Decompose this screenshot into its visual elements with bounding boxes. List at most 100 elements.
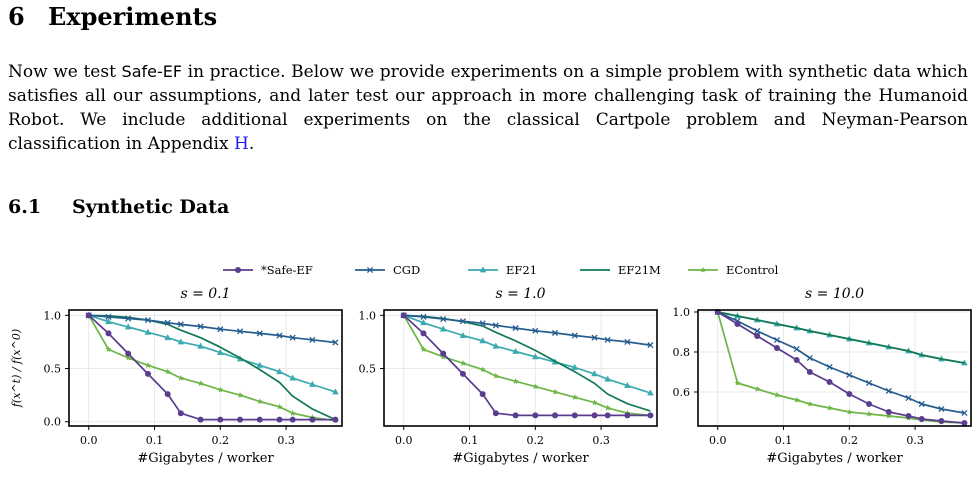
data-point-ef21 bbox=[459, 331, 467, 338]
data-point-cgd bbox=[177, 321, 184, 328]
y-tick-label: 1.0 bbox=[359, 309, 377, 322]
data-point-safe-ef bbox=[420, 330, 427, 337]
paragraph-text-end: . bbox=[248, 134, 255, 154]
x-tick-label: 0.0 bbox=[395, 434, 413, 447]
panel-1: 0.0 0.1 0.2 0.3 0.0 0.5 1.0 s = 0.1 #Gigabytes /… bbox=[44, 286, 343, 466]
data-point-safe-ef bbox=[604, 412, 611, 419]
x-tick-label: 0.2 bbox=[841, 434, 859, 447]
y-tick-label: 1.0 bbox=[44, 309, 62, 322]
data-point-econtrol bbox=[532, 383, 539, 390]
data-point-cgd bbox=[105, 313, 112, 320]
data-point-econtrol bbox=[492, 372, 499, 379]
data-point-safe-ef bbox=[400, 312, 407, 319]
data-point-econtrol bbox=[420, 346, 427, 353]
data-point-ef21 bbox=[105, 318, 112, 325]
method-name: Safe-EF bbox=[121, 62, 183, 81]
data-point-cgd bbox=[532, 327, 539, 334]
data-point-safe-ef bbox=[237, 416, 244, 423]
y-tick-label: 0.5 bbox=[359, 363, 377, 376]
data-point-safe-ef bbox=[647, 412, 654, 419]
data-point-econtrol bbox=[105, 346, 112, 353]
data-point-cgd bbox=[571, 332, 578, 339]
subsection-number: 6.1 bbox=[8, 196, 42, 218]
data-point-safe-ef bbox=[624, 412, 631, 419]
data-point-ef21 bbox=[420, 319, 427, 326]
legend-item-safe-ef: *Safe-EF bbox=[223, 263, 313, 277]
data-point-safe-ef bbox=[85, 312, 92, 319]
legend-label-safe-ef: *Safe-EF bbox=[261, 263, 313, 277]
data-point-econtrol bbox=[236, 391, 244, 398]
data-point-econtrol bbox=[177, 374, 184, 381]
intro-paragraph: Now we test Safe-EF in practice. Below w… bbox=[8, 60, 968, 156]
data-point-ef21 bbox=[332, 388, 339, 395]
data-point-cgd bbox=[591, 334, 598, 341]
y-tick-label: 0.5 bbox=[44, 363, 62, 376]
paragraph-text-2: in practice. Below we provide experiment… bbox=[8, 62, 968, 154]
data-point-ef21 bbox=[647, 389, 654, 396]
data-point-cgd bbox=[289, 334, 296, 341]
data-point-safe-ef bbox=[479, 391, 486, 398]
data-point-safe-ef bbox=[734, 321, 741, 327]
data-point-econtrol bbox=[551, 388, 559, 395]
data-point-econtrol bbox=[773, 391, 781, 398]
data-point-ef21 bbox=[144, 328, 152, 335]
series-line-cgd bbox=[403, 314, 651, 346]
data-point-cgd bbox=[125, 315, 132, 322]
data-point-econtrol bbox=[289, 409, 296, 416]
data-point-safe-ef bbox=[332, 416, 339, 423]
data-point-safe-ef bbox=[440, 350, 447, 357]
x-tick-label: 0.2 bbox=[527, 434, 545, 447]
legend-label-ef21m: EF21M bbox=[618, 263, 661, 277]
data-point-econtrol bbox=[734, 379, 741, 386]
data-point-cgd bbox=[885, 387, 892, 395]
data-point-safe-ef bbox=[773, 345, 780, 351]
data-point-econtrol bbox=[164, 368, 171, 375]
data-point-econtrol bbox=[793, 396, 800, 403]
data-point-econtrol bbox=[512, 378, 519, 384]
paragraph-text-1: Now we test bbox=[8, 62, 122, 82]
data-point-safe-ef bbox=[754, 333, 761, 339]
data-point-safe-ef bbox=[793, 357, 800, 363]
data-point-econtrol bbox=[571, 393, 578, 400]
data-point-econtrol bbox=[865, 410, 873, 417]
series-line-safe-ef bbox=[88, 314, 336, 421]
section-title: Experiments bbox=[48, 2, 218, 31]
x-tick-label: 0.1 bbox=[146, 434, 164, 447]
data-point-safe-ef bbox=[289, 416, 296, 423]
data-point-cgd bbox=[164, 319, 171, 326]
data-point-cgd bbox=[905, 394, 912, 402]
data-point-safe-ef bbox=[164, 391, 171, 398]
data-point-cgd bbox=[806, 354, 813, 362]
data-point-ef21 bbox=[492, 342, 500, 349]
subsection-title: Synthetic Data bbox=[72, 196, 230, 218]
data-point-safe-ef bbox=[276, 416, 283, 423]
x-tick-label: 0.1 bbox=[461, 434, 479, 447]
data-point-cgd bbox=[256, 330, 263, 337]
data-point-safe-ef bbox=[105, 330, 112, 337]
panel-frame bbox=[383, 309, 658, 427]
data-point-ef21 bbox=[532, 353, 539, 360]
data-point-econtrol bbox=[276, 403, 283, 410]
appendix-link[interactable]: H bbox=[233, 134, 249, 154]
data-point-cgd bbox=[440, 315, 447, 323]
legend-item-econtrol: EControl bbox=[688, 263, 779, 277]
x-tick-label: 0.0 bbox=[80, 434, 98, 447]
data-point-econtrol bbox=[754, 385, 761, 392]
legend-label-cgd: CGD bbox=[393, 263, 420, 277]
data-point-cgd bbox=[826, 363, 833, 371]
panel-title: s = 0.1 bbox=[180, 286, 230, 302]
series-line-ef21m bbox=[717, 311, 965, 364]
data-point-cgd bbox=[938, 405, 945, 413]
data-point-ef21 bbox=[289, 374, 296, 381]
data-point-ef21 bbox=[604, 375, 611, 382]
legend-label-ef21: EF21 bbox=[506, 263, 537, 277]
legend-item-cgd: CGD bbox=[355, 263, 420, 277]
data-point-cgd bbox=[604, 336, 611, 343]
data-point-safe-ef bbox=[885, 409, 892, 415]
data-point-safe-ef bbox=[532, 412, 539, 419]
data-point-econtrol bbox=[885, 412, 892, 419]
data-point-cgd bbox=[793, 345, 800, 353]
data-point-cgd bbox=[773, 336, 780, 344]
data-point-econtrol bbox=[144, 362, 152, 369]
data-point-econtrol bbox=[197, 380, 204, 387]
